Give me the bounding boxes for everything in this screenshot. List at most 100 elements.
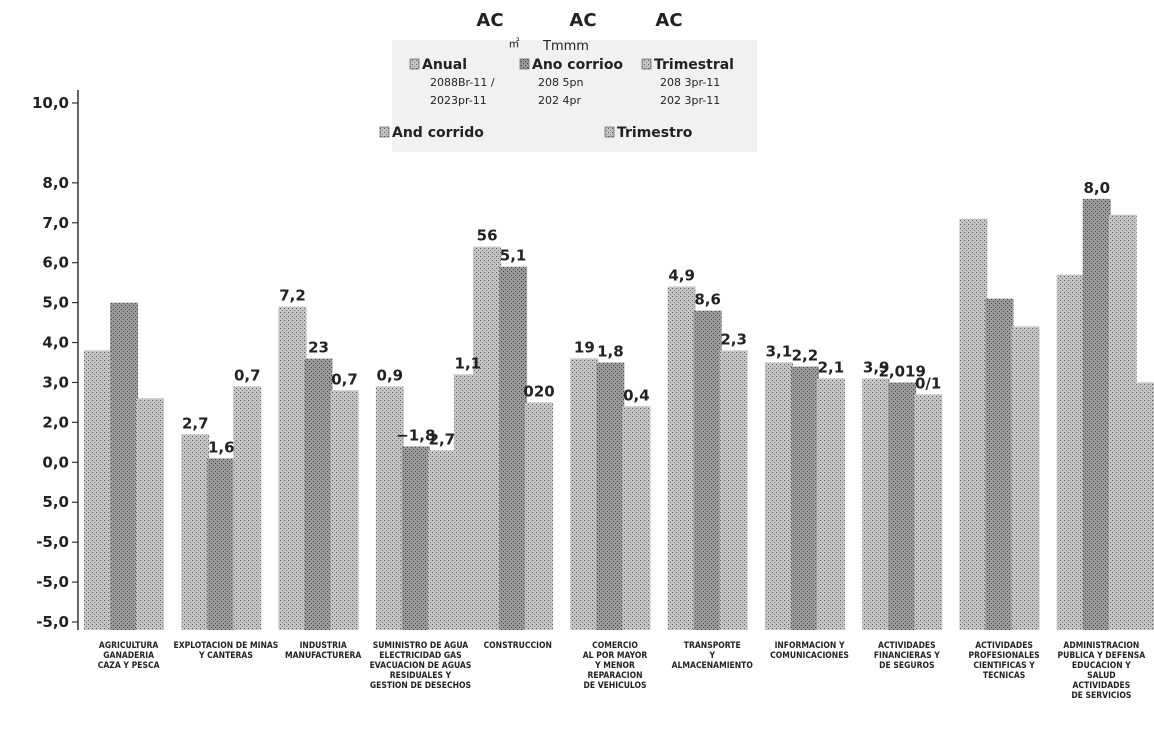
bar-anual [1056, 274, 1085, 630]
y-tick-label: 4,0 [42, 334, 69, 352]
bar-anual [570, 358, 599, 630]
bar-anual [764, 362, 793, 630]
bar-anual [667, 286, 696, 630]
category-label: COMUNICACIONES [770, 651, 849, 661]
bar-trimestral [427, 450, 456, 630]
category-label: RESIDUALES Y [390, 671, 452, 681]
legend-range: 202 3pr-11 [660, 94, 720, 107]
bar-anual [959, 218, 988, 630]
data-label: 19 [574, 339, 595, 357]
category-label: EVACUACION DE AGUAS [370, 661, 472, 671]
data-label: 020 [523, 382, 554, 400]
legend-range: 208 3pr-11 [660, 76, 720, 89]
category-label: AGRICULTURA [99, 641, 159, 651]
category-label: CAZA Y PESCA [98, 661, 160, 671]
y-tick-label: 5,0 [42, 493, 69, 511]
bars [84, 198, 1154, 630]
category-label: TECNICAS [983, 671, 1025, 681]
bar-ano-corrioo [1082, 198, 1111, 630]
bar-trimestral [136, 398, 164, 630]
category-label: SUMINISTRO DE AGUA [373, 641, 469, 651]
legend-range: 202 4pr [538, 94, 581, 107]
category-label: ACTIVIDADES [878, 641, 936, 651]
legend-swatch [604, 126, 615, 138]
category-label: MANUFACTURERA [285, 651, 361, 661]
bar-ano-corrioo [401, 446, 430, 630]
legend-symbol: ㎡ [509, 37, 520, 50]
y-tick-label: 6,0 [42, 254, 69, 272]
category-label: PUBLICA Y DEFENSA [1058, 651, 1146, 661]
category-label: ALMACENAMIENTO [672, 661, 754, 671]
data-label: 1,8 [597, 343, 624, 361]
bar-trimestral [233, 386, 262, 630]
data-label: 2,7 [182, 414, 209, 432]
category-label: GANADERIA [103, 651, 154, 661]
legend-top-label: AC [655, 10, 682, 31]
y-tick-label: 3,0 [42, 373, 69, 391]
data-label: 0,7 [331, 370, 358, 388]
y-tick-label: -5,0 [36, 533, 69, 551]
category-label: CIENTIFICAS Y [973, 661, 1035, 671]
data-label: 7,2 [279, 287, 306, 305]
bar-ano-corrioo [888, 382, 917, 630]
bar-trimestral [622, 406, 651, 630]
category-label: INFORMACION Y [775, 641, 845, 651]
legend-label: Trimestral [654, 57, 734, 73]
bar-anual [181, 434, 210, 630]
category-label: ACTIVIDADES [975, 641, 1033, 651]
bar-ano-corrioo [499, 266, 528, 630]
category-label: CONSTRUCCION [484, 641, 552, 651]
data-label: 1,1 [455, 354, 482, 372]
category-label: AL POR MAYOR [583, 651, 648, 661]
data-label: 4,9 [668, 267, 695, 285]
y-tick-label: -5,0 [36, 573, 69, 591]
legend-swatch [519, 58, 530, 70]
legend-box [392, 40, 757, 152]
legend-subtitle: Tmmm [542, 39, 589, 54]
y-tick-label: 8,0 [42, 174, 69, 192]
bar-ano-corrioo [110, 302, 138, 630]
legend-label: And corrido [392, 125, 484, 141]
y-axis: 10,0 8,0 7,0 6,0 5,0 4,0 3,0 2,0 0,0 5,0 -5,0 -5,0 -… [32, 90, 79, 631]
bar-ano-corrioo [207, 458, 236, 630]
category-label: TRANSPORTE [684, 641, 741, 651]
bar-extra [1134, 382, 1154, 630]
category-label: SALUD [1087, 671, 1116, 681]
bar-anual [84, 350, 112, 630]
bar-ano-corrioo [790, 366, 819, 630]
data-label: 5,1 [500, 247, 527, 265]
bar-trimestral [1011, 326, 1040, 630]
legend-top-label: AC [476, 10, 503, 31]
category-label: PROFESIONALES [968, 651, 1039, 661]
data-label: 0,9 [377, 366, 404, 384]
data-label: 2,019 [878, 362, 925, 380]
category-label: EXPLOTACION DE MINAS [174, 641, 279, 651]
data-label: 2,1 [818, 358, 845, 376]
category-label: DE SEGUROS [879, 661, 934, 671]
data-label: 2,3 [720, 331, 747, 349]
category-label: Y [708, 651, 715, 661]
bar-anual [473, 246, 502, 630]
bar-anual [375, 386, 404, 630]
legend-top-label: AC [569, 10, 596, 31]
category-label: INDUSTRIA [300, 641, 347, 651]
data-label: 2,7 [429, 430, 456, 448]
bar-ano-corrioo [985, 298, 1014, 630]
bar-trimestral [525, 402, 554, 630]
category-label: EDUCACION Y [1072, 661, 1131, 671]
category-label: GESTION DE DESECHOS [370, 681, 471, 691]
legend-swatch [641, 58, 652, 70]
data-label: 1,6 [208, 438, 235, 456]
category-label: ACTIVIDADES [1073, 681, 1131, 691]
data-label: 56 [477, 227, 498, 245]
legend-label: Ano corrioo [532, 57, 623, 73]
bar-ano-corrioo [596, 362, 625, 630]
data-label: 8,0 [1083, 179, 1110, 197]
data-label: 3,9 [863, 358, 890, 376]
legend-range: 208 5pn [538, 76, 583, 89]
bar-trimestral [330, 390, 359, 630]
legend-range: 2023pr-11 [430, 94, 487, 107]
